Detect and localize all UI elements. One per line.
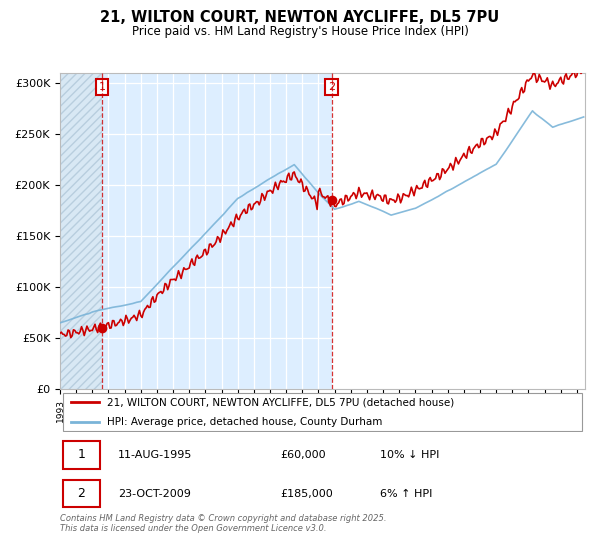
Text: £185,000: £185,000 xyxy=(281,489,333,498)
Text: Price paid vs. HM Land Registry's House Price Index (HPI): Price paid vs. HM Land Registry's House … xyxy=(131,25,469,38)
Text: 11-AUG-1995: 11-AUG-1995 xyxy=(118,450,192,460)
Text: 2: 2 xyxy=(77,487,85,500)
Text: 6% ↑ HPI: 6% ↑ HPI xyxy=(380,489,433,498)
Text: 1: 1 xyxy=(77,449,85,461)
Text: HPI: Average price, detached house, County Durham: HPI: Average price, detached house, Coun… xyxy=(107,417,383,427)
Text: 1: 1 xyxy=(98,82,106,92)
Text: 23-OCT-2009: 23-OCT-2009 xyxy=(118,489,191,498)
Bar xyxy=(52,41,102,389)
Text: 2: 2 xyxy=(328,82,335,92)
Text: 21, WILTON COURT, NEWTON AYCLIFFE, DL5 7PU: 21, WILTON COURT, NEWTON AYCLIFFE, DL5 7… xyxy=(100,10,500,25)
FancyBboxPatch shape xyxy=(62,441,100,469)
Bar xyxy=(332,41,600,389)
FancyBboxPatch shape xyxy=(62,393,583,431)
Text: Contains HM Land Registry data © Crown copyright and database right 2025.
This d: Contains HM Land Registry data © Crown c… xyxy=(60,514,386,533)
Text: £60,000: £60,000 xyxy=(281,450,326,460)
FancyBboxPatch shape xyxy=(62,480,100,507)
Text: 10% ↓ HPI: 10% ↓ HPI xyxy=(380,450,440,460)
Text: 21, WILTON COURT, NEWTON AYCLIFFE, DL5 7PU (detached house): 21, WILTON COURT, NEWTON AYCLIFFE, DL5 7… xyxy=(107,398,455,408)
